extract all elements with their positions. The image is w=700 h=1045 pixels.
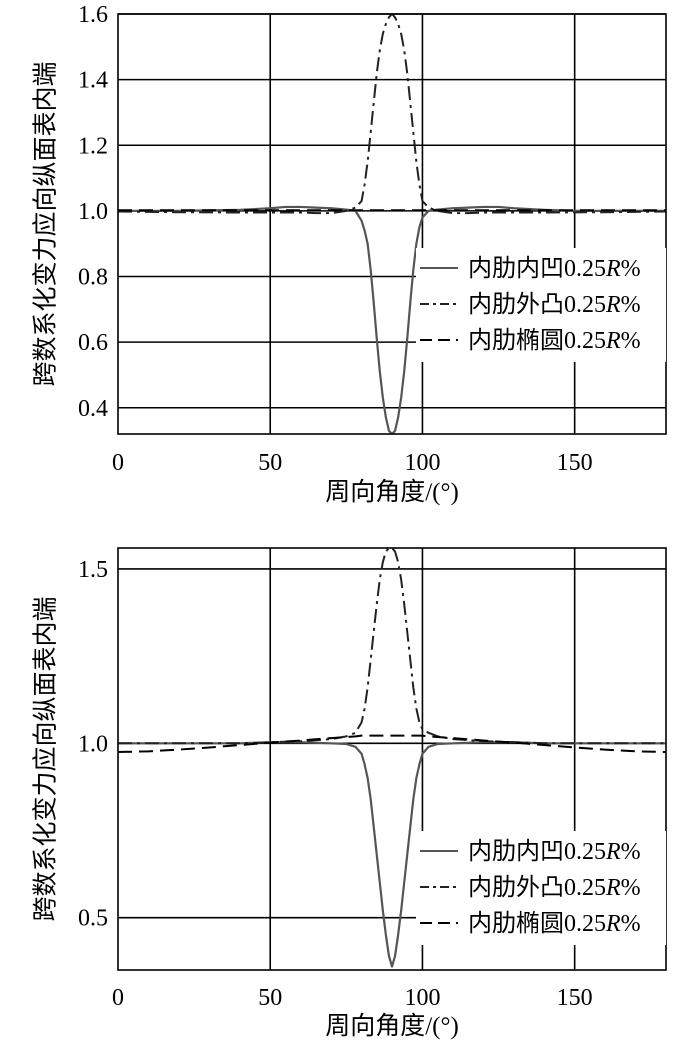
legend-label-0: 内肋内凹0.25R% bbox=[468, 838, 641, 865]
grid bbox=[118, 13, 666, 434]
x-axis-title: 周向角度/(°) bbox=[325, 1012, 459, 1040]
chart-bottom: 0 50 100 150 0.5 1.0 1.5 周向角度/(°) 跨数系化变力应向纵面表内端内… bbox=[32, 547, 667, 1040]
y-tick-label: 0.6 bbox=[78, 330, 108, 356]
legend-label-1: 内肋外凸0.25R% bbox=[468, 291, 641, 318]
x-tick-label: 50 bbox=[258, 985, 282, 1011]
x-tick-label: 100 bbox=[404, 985, 440, 1011]
x-tick-label: 0 bbox=[112, 985, 124, 1011]
y-axis-title: 跨数系化变力应向纵面表内端 bbox=[32, 61, 60, 386]
series-line-1 bbox=[118, 14, 666, 215]
chart-top: 0 50 100 150 0.4 0.6 0.8 1.0 1.2 1.4 1.6 周向角度/(°) 跨数… bbox=[32, 2, 667, 506]
x-tick-label: 150 bbox=[557, 985, 593, 1011]
legend: 内肋内凹0.25R% 内肋外凸0.25R% 内肋椭圆0.25R% bbox=[416, 831, 666, 945]
x-tick-label: 0 bbox=[112, 450, 124, 476]
series-group bbox=[118, 548, 666, 968]
plot-frame bbox=[117, 547, 667, 971]
y-axis-title: 跨数系化变力应向纵面表内端 bbox=[32, 596, 60, 921]
legend-label-2: 内肋椭圆0.25R% bbox=[468, 910, 641, 937]
y-tick-label: 0.5 bbox=[78, 906, 108, 932]
series-line-0 bbox=[118, 741, 666, 968]
y-tick-label: 0.4 bbox=[78, 396, 108, 422]
x-tick-label: 50 bbox=[258, 450, 282, 476]
x-tick-label: 100 bbox=[404, 450, 440, 476]
plot-frame bbox=[117, 13, 667, 435]
y-tick-label: 1.0 bbox=[78, 731, 108, 757]
x-tick-label: 150 bbox=[557, 450, 593, 476]
legend: 内肋内凹0.25R% 内肋外凸0.25R% 内肋椭圆0.25R% bbox=[416, 248, 666, 362]
y-tick-label: 1.2 bbox=[78, 133, 108, 159]
series-line-1 bbox=[118, 548, 666, 745]
y-tick-label: 1.6 bbox=[78, 2, 108, 28]
x-axis-title: 周向角度/(°) bbox=[325, 478, 459, 506]
series-line-2 bbox=[118, 734, 666, 754]
legend-label-2: 内肋椭圆0.25R% bbox=[468, 327, 641, 354]
legend-label-1: 内肋外凸0.25R% bbox=[468, 874, 641, 901]
y-tick-label: 1.5 bbox=[78, 557, 108, 583]
y-tick-label: 0.8 bbox=[78, 265, 108, 291]
series-line-0 bbox=[118, 205, 666, 434]
y-tick-label: 1.0 bbox=[78, 199, 108, 225]
y-tick-label: 1.4 bbox=[78, 68, 108, 94]
legend-label-0: 内肋内凹0.25R% bbox=[468, 255, 641, 282]
series-group bbox=[118, 14, 666, 434]
